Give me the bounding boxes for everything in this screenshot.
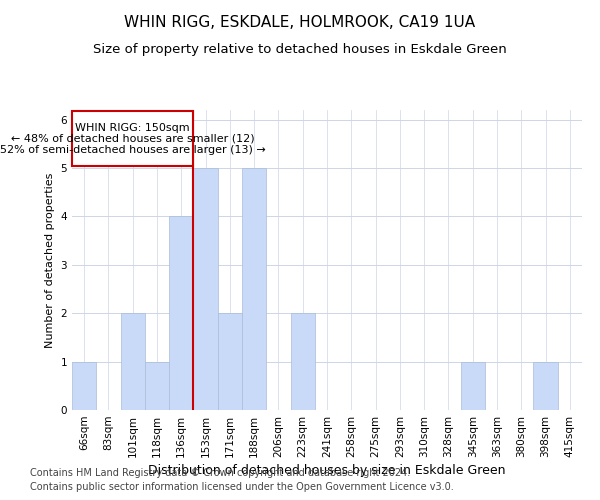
- Bar: [145, 362, 169, 410]
- Bar: [461, 362, 485, 410]
- Bar: [121, 313, 145, 410]
- Text: Contains HM Land Registry data © Crown copyright and database right 2024.: Contains HM Land Registry data © Crown c…: [30, 468, 410, 477]
- Bar: [533, 362, 558, 410]
- Text: 52% of semi-detached houses are larger (13) →: 52% of semi-detached houses are larger (…: [0, 145, 265, 155]
- Bar: [72, 362, 96, 410]
- Text: ← 48% of detached houses are smaller (12): ← 48% of detached houses are smaller (12…: [11, 134, 254, 143]
- Bar: [290, 313, 315, 410]
- Text: WHIN RIGG, ESKDALE, HOLMROOK, CA19 1UA: WHIN RIGG, ESKDALE, HOLMROOK, CA19 1UA: [124, 15, 476, 30]
- Bar: [218, 313, 242, 410]
- Bar: [242, 168, 266, 410]
- Text: Contains public sector information licensed under the Open Government Licence v3: Contains public sector information licen…: [30, 482, 454, 492]
- Text: WHIN RIGG: 150sqm: WHIN RIGG: 150sqm: [75, 123, 190, 133]
- Bar: [193, 168, 218, 410]
- Text: Size of property relative to detached houses in Eskdale Green: Size of property relative to detached ho…: [93, 42, 507, 56]
- Y-axis label: Number of detached properties: Number of detached properties: [45, 172, 55, 348]
- X-axis label: Distribution of detached houses by size in Eskdale Green: Distribution of detached houses by size …: [148, 464, 506, 477]
- FancyBboxPatch shape: [72, 111, 193, 166]
- Bar: [169, 216, 193, 410]
